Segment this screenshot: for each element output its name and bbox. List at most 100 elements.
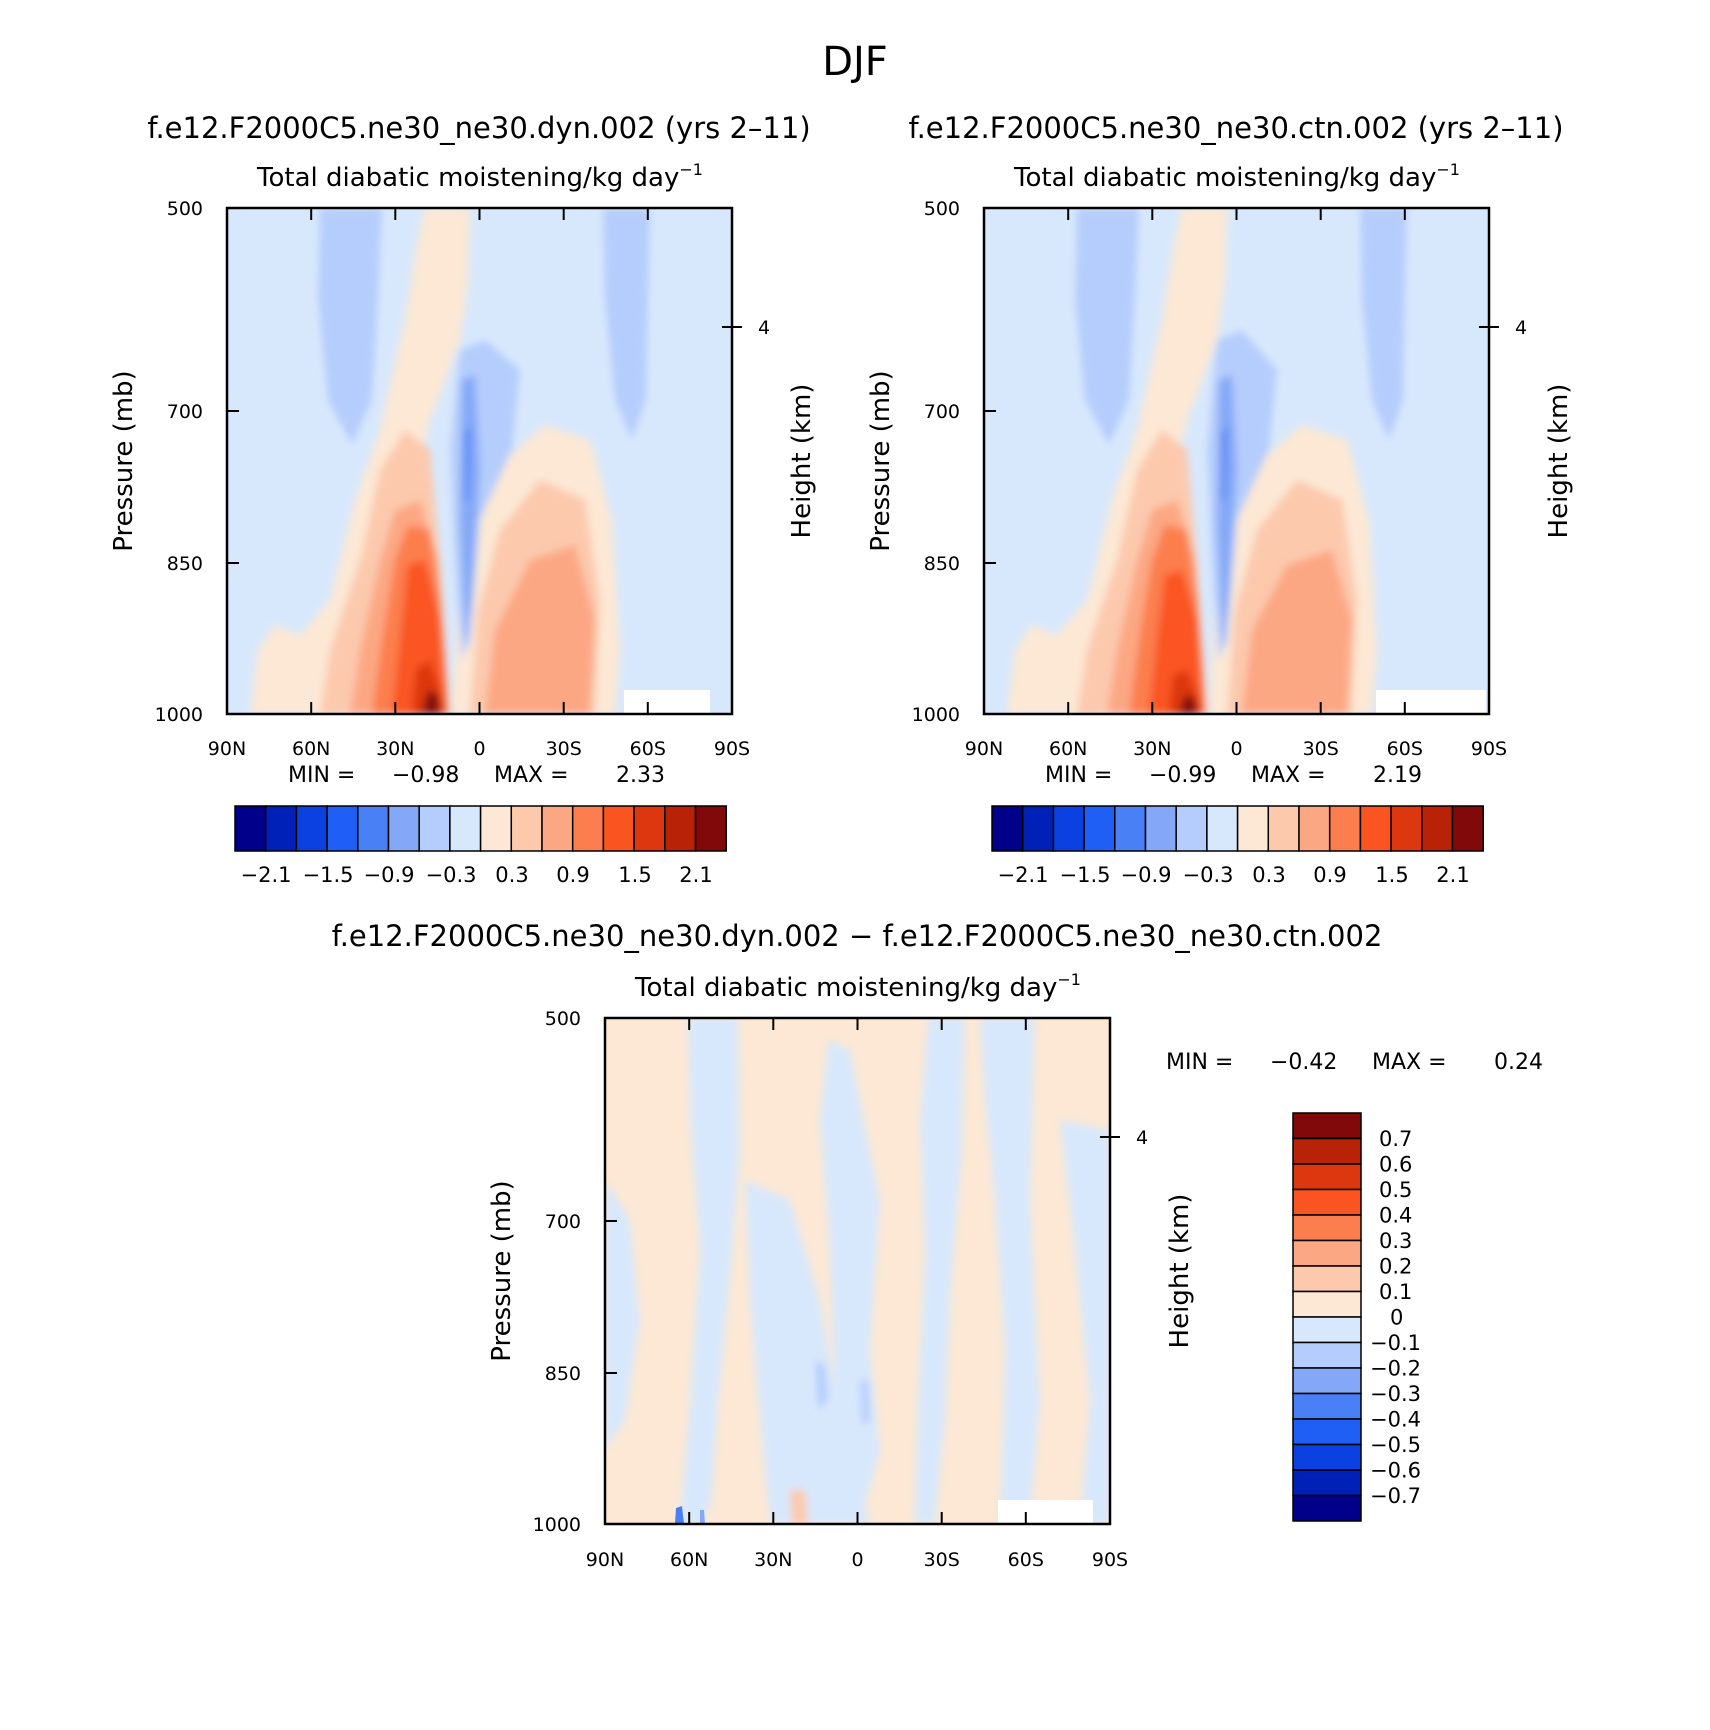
- colorbar-swatch: [1292, 1214, 1362, 1242]
- panel-3: f.e12.F2000C5.ne30_ne30.dyn.002 − f.e12.…: [332, 919, 1543, 1571]
- panel-3-contour-field: [605, 1018, 1110, 1524]
- colorbar-swatch: [295, 805, 328, 852]
- colorbar-swatch: [326, 805, 359, 852]
- panel-3-case-title: f.e12.F2000C5.ne30_ne30.dyn.002 − f.e12.…: [332, 919, 1383, 953]
- panel-3-colorbar-label: −0.1: [1370, 1331, 1421, 1355]
- panel-2-x-label: 90N: [965, 738, 1003, 760]
- panel-1-max-value: 2.33: [616, 763, 665, 788]
- colorbar-swatch: [1292, 1137, 1362, 1165]
- colorbar-swatch: [541, 805, 574, 852]
- panel-1-minmax: MIN = −0.98 MAX = 2.33: [288, 763, 665, 788]
- colorbar-swatch: [510, 805, 543, 852]
- colorbar-swatch: [664, 805, 697, 852]
- panel-1-y-ticks: [227, 207, 742, 715]
- panel-2-min-value: −0.99: [1149, 763, 1216, 788]
- panel-1-y-label: 1000: [155, 704, 203, 726]
- panel-2-y-axis-title: Pressure (mb): [866, 370, 896, 551]
- panel-3-colorbar-label: 0.1: [1379, 1280, 1412, 1304]
- panel-1-x-label: 60S: [630, 738, 666, 760]
- panel-2-x-label: 90S: [1471, 738, 1507, 760]
- panel-3-y2-axis-title: Height (km): [1165, 1194, 1195, 1349]
- colorbar-swatch: [571, 805, 605, 852]
- panel-1-case-title: f.e12.F2000C5.ne30_ne30.dyn.002 (yrs 2–1…: [147, 111, 810, 145]
- panel-1-x-label: 0: [473, 738, 485, 760]
- panel-2-min-label: MIN =: [1045, 763, 1112, 788]
- panel-3-pos-spot: [790, 1490, 808, 1524]
- colorbar-swatch: [1292, 1392, 1362, 1420]
- panel-3-x-label: 0: [851, 1549, 863, 1571]
- panel-1-sh-moist-3: [485, 545, 595, 714]
- panel-1-moist-plume-core: [422, 690, 440, 714]
- panel-3-colorbar-label: 0.6: [1379, 1153, 1412, 1177]
- colorbar-swatch: [1083, 805, 1116, 852]
- figure-title: DJF: [822, 39, 888, 85]
- panel-2-y-label: 700: [924, 401, 960, 423]
- colorbar-swatch: [1292, 1443, 1362, 1471]
- panel-2-colorbar-label: 0.3: [1252, 863, 1285, 887]
- colorbar-swatch: [1421, 805, 1454, 852]
- panel-1-x-label: 90S: [714, 738, 750, 760]
- panel-3-y2-label: 4: [1136, 1127, 1148, 1149]
- panel-3-x-label: 60N: [670, 1549, 708, 1571]
- colorbar-swatch: [1267, 805, 1300, 852]
- panel-2-colorbar-labels: −2.1 −1.5 −0.9 −0.3 0.3 0.9 1.5 2.1: [998, 863, 1470, 887]
- colorbar-swatch: [991, 805, 1024, 852]
- colorbar-swatch: [1292, 1367, 1362, 1395]
- panel-3-y-labels: 500 700 850 1000 4: [533, 1008, 1148, 1536]
- colorbar-swatch: [387, 805, 420, 852]
- colorbar-swatch: [1298, 805, 1331, 852]
- panel-3-x-label: 90S: [1092, 1549, 1128, 1571]
- panel-2-colorbar-label: −0.3: [1183, 863, 1234, 887]
- panel-3-missing-data: [998, 1500, 1093, 1524]
- panel-2-y-label: 850: [924, 553, 960, 575]
- panel-3-neg-band-7: [1060, 1120, 1110, 1524]
- colorbar-swatch: [234, 805, 267, 852]
- panel-3-min-label: MIN =: [1166, 1050, 1233, 1075]
- colorbar-swatch: [1114, 805, 1147, 852]
- colorbar-swatch: [1292, 1290, 1362, 1318]
- panel-2-x-label: 0: [1230, 738, 1242, 760]
- panel-1-colorbar-label: −0.3: [426, 863, 477, 887]
- colorbar-swatch: [694, 805, 727, 852]
- panel-2-colorbar-label: 2.1: [1436, 863, 1469, 887]
- panel-1-x-label: 30N: [376, 738, 414, 760]
- panel-1-x-label: 30S: [546, 738, 582, 760]
- panel-1-y-label: 700: [167, 401, 203, 423]
- colorbar-swatch: [1292, 1163, 1362, 1191]
- panel-2-colorbar-label: −2.1: [998, 863, 1049, 887]
- colorbar-swatch: [1292, 1239, 1362, 1267]
- panel-1-colorbar-label: −0.9: [364, 863, 415, 887]
- panel-3-y-axis-title: Pressure (mb): [487, 1180, 517, 1361]
- panel-2-y-labels: 500 700 850 1000 4: [912, 198, 1527, 726]
- panel-3-neg-min-spot: [675, 1506, 684, 1524]
- panel-1-contour-field: [227, 208, 732, 714]
- panel-3-colorbar-label: −0.3: [1370, 1382, 1421, 1406]
- colorbar-swatch: [1292, 1188, 1362, 1216]
- panel-3-x-label: 30S: [924, 1549, 960, 1571]
- panel-3-colorbar-labels: 0.7 0.6 0.5 0.4 0.3 0.2 0.1 0 −0.1 −0.2 …: [1370, 1127, 1421, 1508]
- panel-3-neg-spot-2: [860, 1380, 870, 1425]
- colorbar-swatch: [1328, 805, 1362, 852]
- panel-1-eq-dry-min: [465, 430, 470, 500]
- panel-2-colorbar-label: −1.5: [1060, 863, 1111, 887]
- panel-2-y-label: 1000: [912, 704, 960, 726]
- panel-2-sh-dry-tongue: [1360, 208, 1407, 440]
- panel-1-min-label: MIN =: [288, 763, 355, 788]
- colorbar-swatch: [602, 805, 635, 852]
- colorbar-swatch: [1144, 805, 1177, 852]
- panel-1-x-labels: 90N 60N 30N 0 30S 60S 90S: [208, 738, 750, 760]
- panel-1-nh-dry-tongue: [318, 208, 382, 445]
- panel-1-y2-axis-title: Height (km): [787, 384, 817, 539]
- panel-3-colorbar-label: −0.2: [1370, 1357, 1421, 1381]
- panel-3-colorbar: [1292, 1112, 1362, 1522]
- panel-3-min-value: −0.42: [1270, 1050, 1337, 1075]
- panel-3-colorbar-label: 0.4: [1379, 1204, 1412, 1228]
- panel-3-variable-title: Total diabatic moistening/kg day−1: [634, 970, 1081, 1003]
- colorbar-swatch: [1292, 1469, 1362, 1497]
- panel-1-colorbar: [234, 805, 727, 852]
- panel-3-minmax: MIN = −0.42 MAX = 0.24: [1166, 1050, 1543, 1075]
- panel-1-y-labels: 500 700 850 1000 4: [155, 198, 770, 726]
- panel-1-x-ticks: [226, 208, 733, 714]
- colorbar-swatch: [1292, 1265, 1362, 1293]
